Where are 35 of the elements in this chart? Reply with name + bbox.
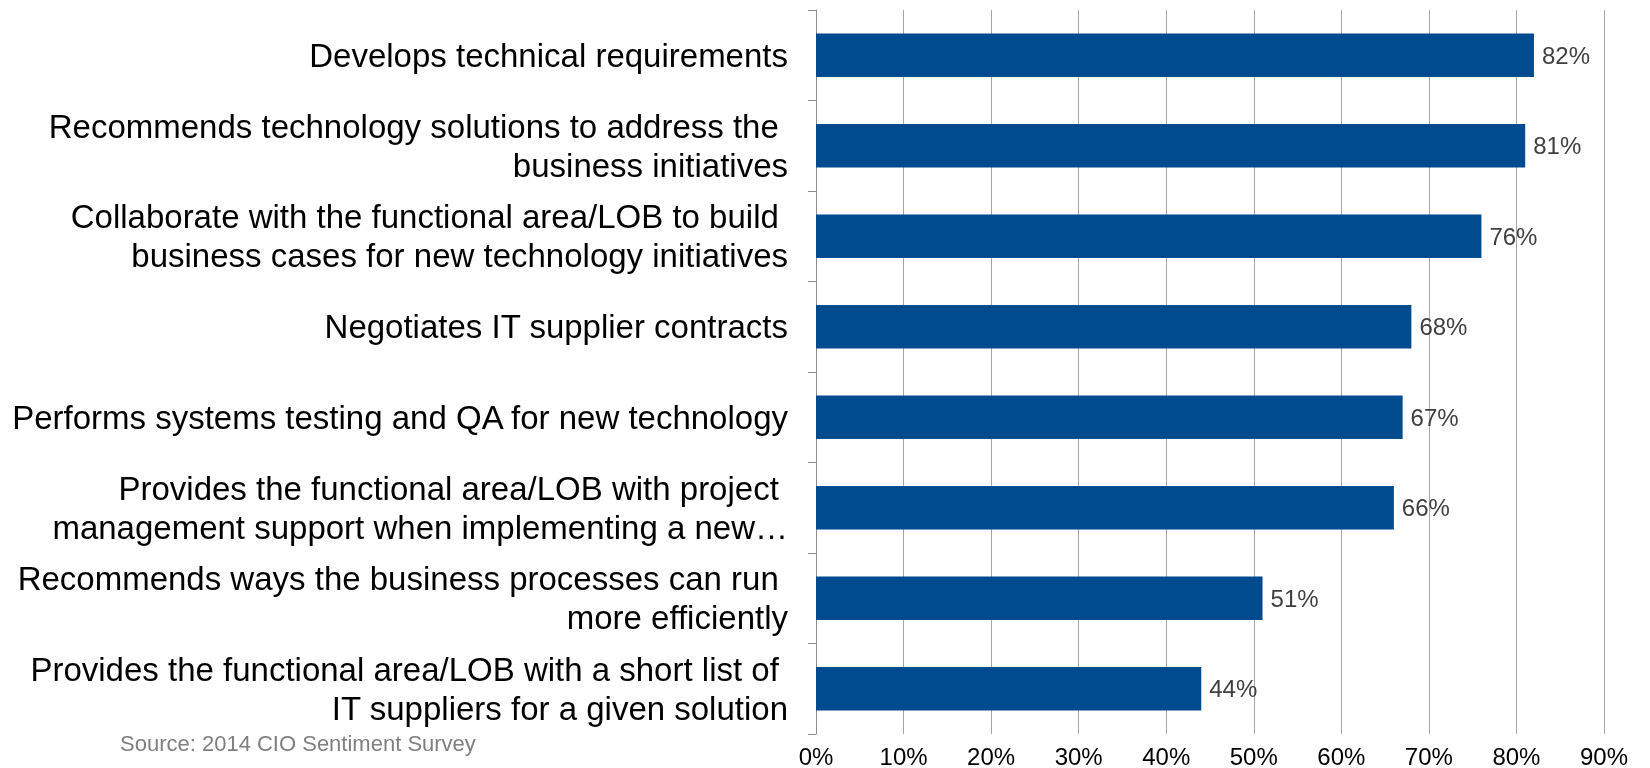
data-label: 67% (1410, 403, 1459, 431)
data-label: 66% (1401, 494, 1450, 522)
y-tick-label: Collaborate with the functional area/LOB to build business cases for new technology initiatives (70, 198, 788, 275)
bar (816, 124, 1526, 168)
data-label: 82% (1541, 41, 1590, 69)
bar (816, 33, 1534, 77)
y-tick-label: Develops technical requirements (309, 36, 788, 74)
x-tick-label: 40% (1142, 742, 1191, 768)
data-label: 51% (1270, 584, 1319, 612)
bar (816, 486, 1394, 530)
x-tick-label: 60% (1317, 742, 1366, 768)
x-tick-label: 80% (1492, 742, 1541, 768)
data-label: 68% (1419, 313, 1468, 341)
y-tick-label: Provides the functional area/LOB with project management support when implementing a new… (52, 469, 788, 546)
x-tick-label: 50% (1229, 742, 1278, 768)
bar (816, 305, 1412, 349)
data-label: 44% (1209, 675, 1258, 703)
bar (816, 576, 1263, 620)
y-tick-label: Performs systems testing and QA for new technology (12, 398, 789, 436)
data-label: 81% (1533, 132, 1582, 160)
y-tick-label: Recommends technology solutions to address the business initiatives (48, 107, 788, 184)
y-tick-label: Negotiates IT supplier contracts (324, 308, 788, 346)
source-note: Source: 2014 CIO Sentiment Survey (120, 730, 476, 756)
bar (816, 667, 1202, 711)
x-tick-label: 0% (798, 742, 834, 768)
x-tick-label: 90% (1579, 742, 1629, 768)
y-tick-label: Provides the functional area/LOB with a short list of IT suppliers for a given solution (30, 650, 788, 727)
x-tick-label: 70% (1404, 742, 1453, 768)
x-tick-label: 10% (879, 742, 928, 768)
x-tick-label: 30% (1054, 742, 1103, 768)
bar (816, 395, 1403, 439)
data-label: 76% (1489, 222, 1538, 250)
y-tick-label: Recommends ways the business processes can run more efficiently (17, 560, 789, 637)
x-tick-label: 20% (967, 742, 1016, 768)
bar (816, 214, 1482, 258)
